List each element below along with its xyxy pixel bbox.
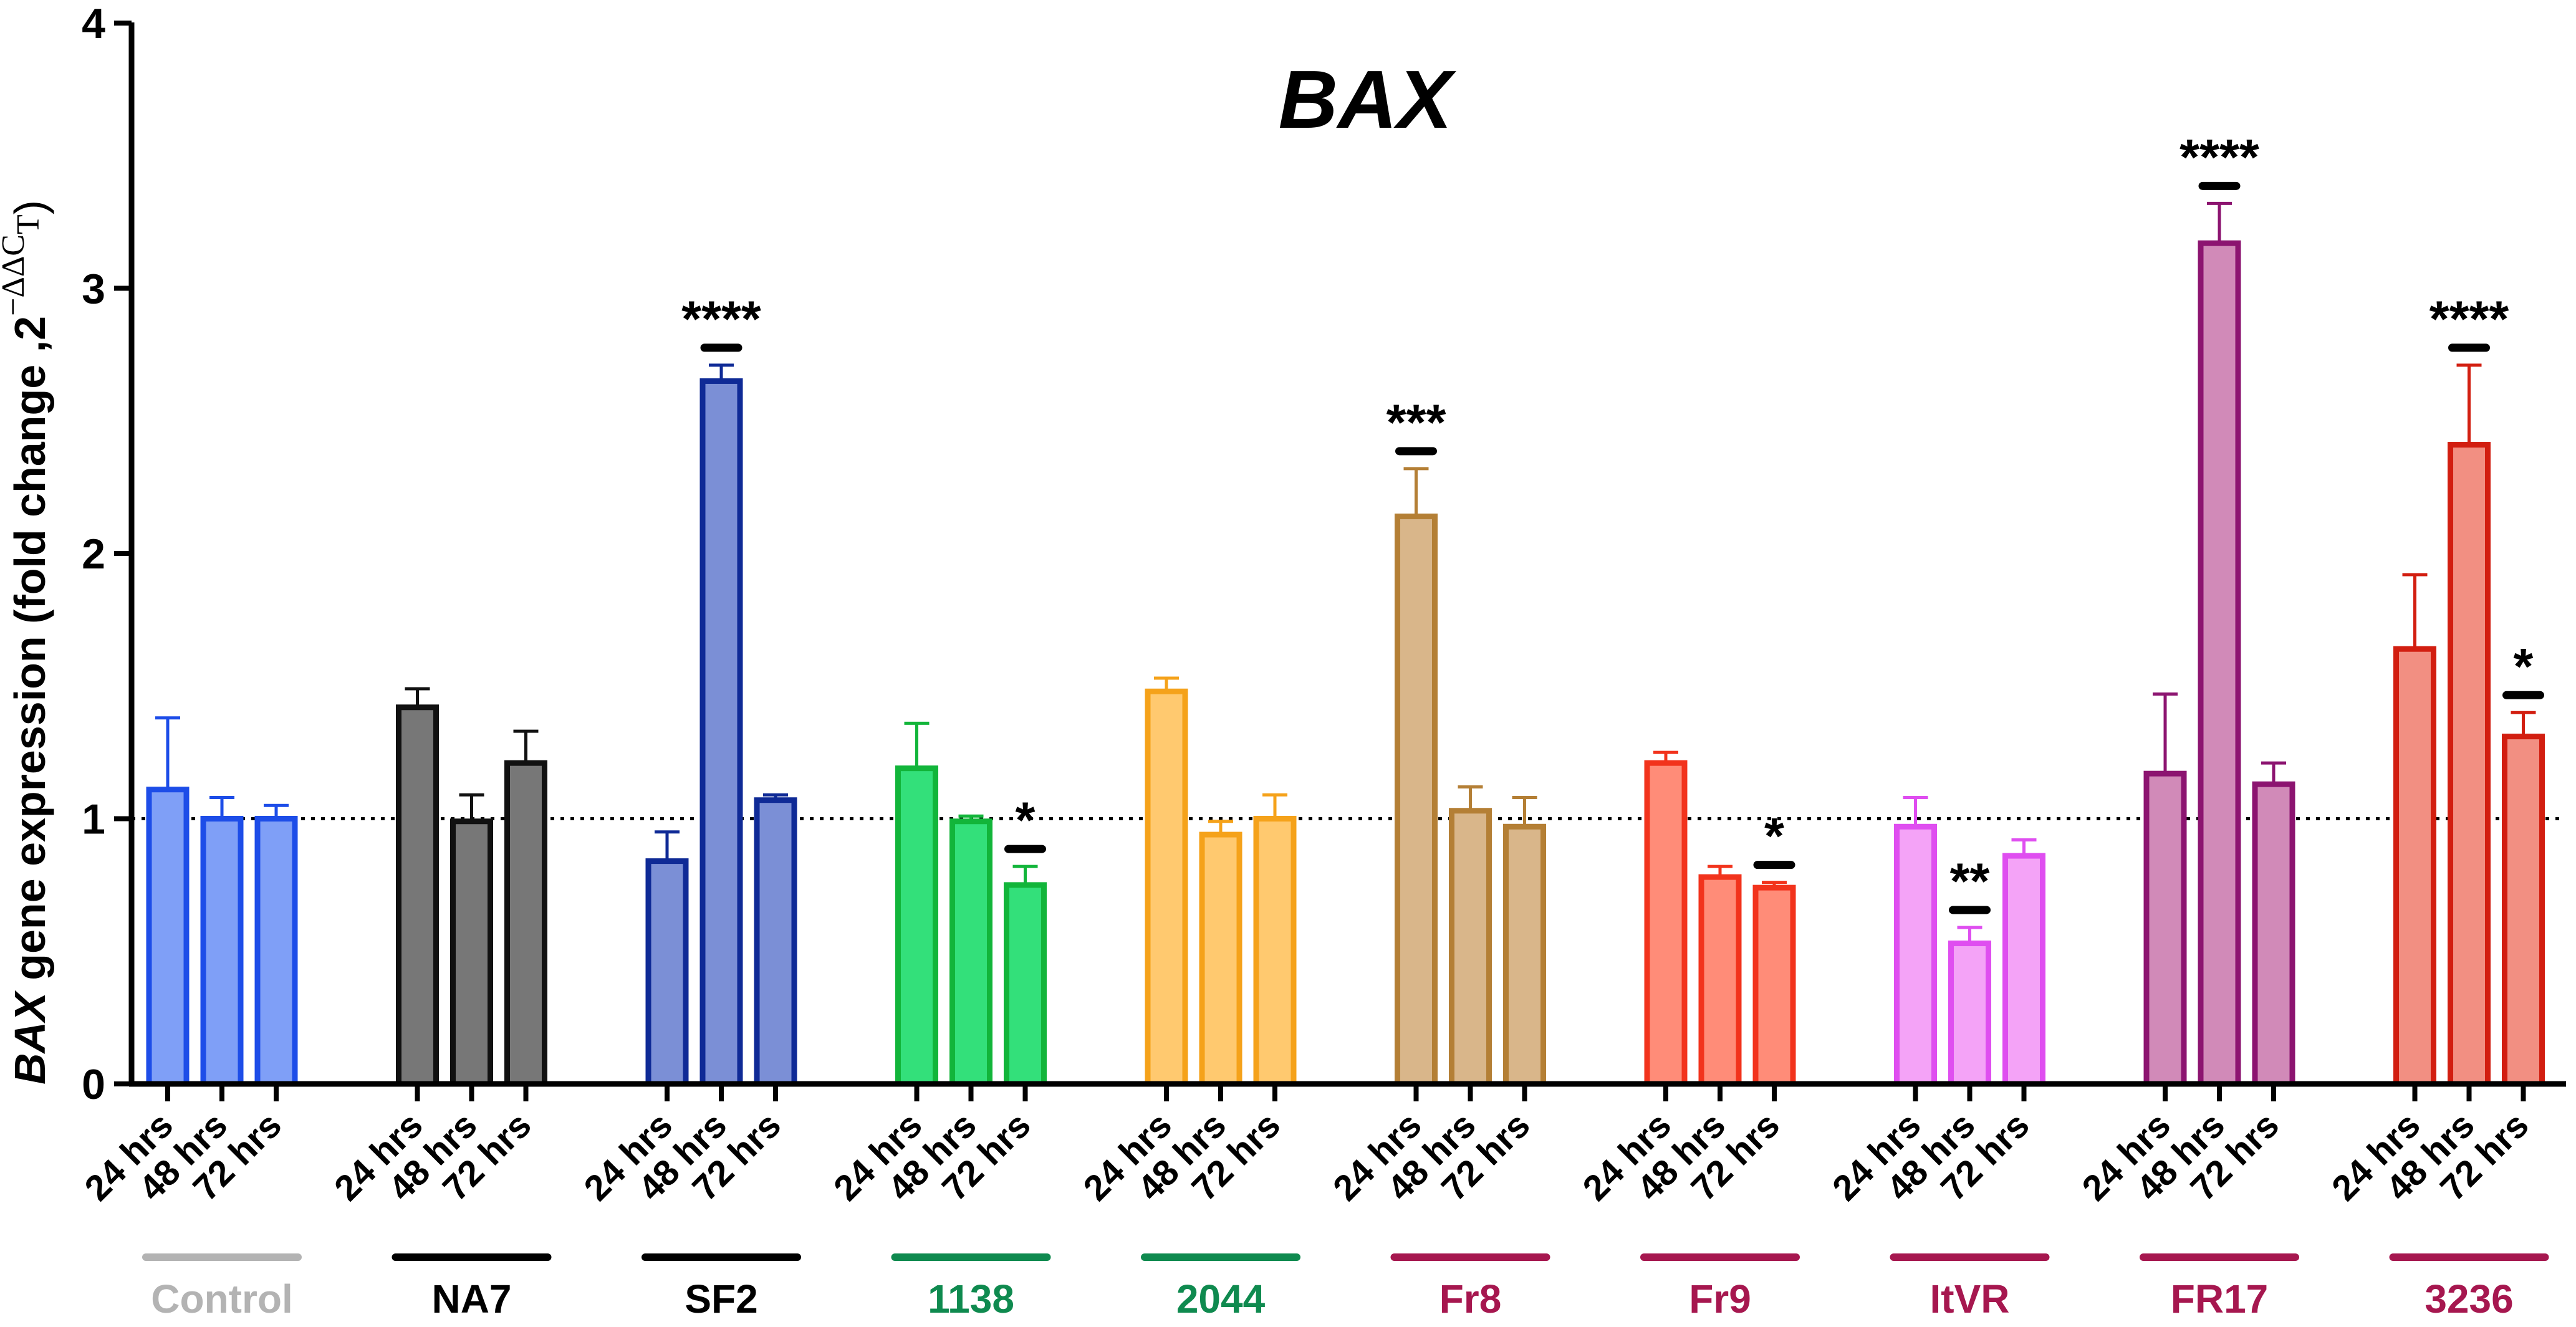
bar (1145, 688, 1188, 1087)
bar (200, 816, 244, 1087)
y-axis-label-sub: T (11, 214, 46, 234)
bar (1752, 884, 1796, 1087)
group-label: Fr9 (1689, 1277, 1751, 1321)
bar (949, 818, 992, 1087)
bar (1503, 823, 1546, 1087)
y-axis-label-text: gene expression (fold change ,2 (6, 316, 54, 992)
y-tick-label: 0 (82, 1061, 105, 1108)
bar (146, 787, 190, 1087)
group-label: 1138 (928, 1277, 1014, 1321)
group-label: SF2 (685, 1277, 757, 1321)
significance-label: *** (1387, 395, 1446, 451)
y-tick-label: 4 (82, 0, 105, 47)
bar (2002, 853, 2045, 1087)
bar (1894, 823, 1937, 1087)
bar (1644, 760, 1688, 1087)
bar (754, 797, 797, 1087)
y-tick-label: 3 (82, 266, 105, 313)
y-tick-label: 1 (82, 796, 105, 843)
bar (254, 816, 298, 1087)
significance-label: ** (1950, 853, 1990, 910)
group-label: 3236 (2425, 1277, 2513, 1321)
bar (1449, 808, 1492, 1087)
bar (699, 378, 743, 1087)
y-axis: 0 1 2 3 4 BAX gene expression (fold change ,… (0, 0, 135, 1108)
group-label: Fr8 (1439, 1277, 1502, 1321)
group-label: NA7 (431, 1277, 511, 1321)
significance-label: * (1764, 808, 1784, 865)
group-label: 2044 (1176, 1277, 1266, 1321)
y-axis-label-close: ) (6, 200, 54, 214)
significance-label: **** (681, 291, 761, 348)
bar (1253, 816, 1297, 1087)
group-label: ItVR (1930, 1277, 2010, 1321)
bar (396, 704, 439, 1087)
bar (1948, 940, 1991, 1087)
bar (504, 760, 547, 1087)
significance-label: * (2514, 638, 2534, 695)
bar (450, 818, 493, 1087)
y-tick-label: 2 (82, 530, 105, 578)
y-ticks: 0 1 2 3 4 (82, 0, 132, 1108)
bar (895, 765, 938, 1087)
group-label: Control (151, 1277, 293, 1321)
bar (2448, 442, 2491, 1087)
bar (645, 858, 689, 1087)
significance-label: **** (2429, 291, 2509, 348)
bar (2198, 240, 2241, 1087)
chart-title: BAX (1279, 54, 1457, 145)
group-label: FR17 (2171, 1277, 2269, 1321)
bar (1395, 513, 1438, 1087)
significance-label: **** (2180, 129, 2259, 186)
bar (2502, 734, 2545, 1087)
significance-label: * (1016, 792, 1036, 849)
bar (1199, 831, 1242, 1087)
bar (2143, 770, 2187, 1087)
y-axis-label-sup: −ΔΔC (0, 234, 31, 316)
bar (1004, 882, 1047, 1087)
bar (2393, 646, 2436, 1087)
bar (2252, 781, 2295, 1087)
y-axis-label-gene: BAX (6, 990, 54, 1085)
y-axis-label: BAX gene expression (fold change ,2−ΔΔCT… (0, 200, 54, 1085)
bar (1698, 874, 1742, 1087)
